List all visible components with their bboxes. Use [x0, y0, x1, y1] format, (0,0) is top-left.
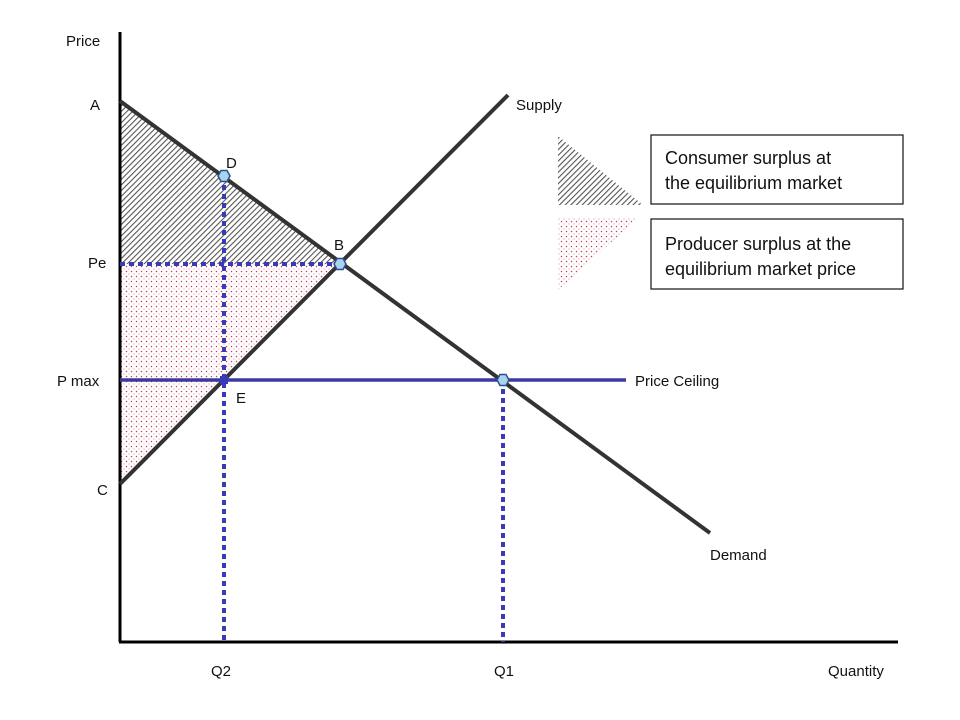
- consumer-surplus-legend-box: [650, 134, 904, 205]
- price-label-a: A: [90, 97, 100, 114]
- price-label-c: C: [97, 482, 108, 499]
- point-b-marker: [333, 257, 347, 271]
- consumer-surplus-swatch: [558, 136, 643, 205]
- supply-curve: [118, 93, 510, 486]
- point-q1-marker: [496, 373, 510, 387]
- x-axis-label: Quantity: [828, 663, 884, 680]
- price-label-pe: Pe: [88, 255, 106, 272]
- consumer-surplus-legend-line1: Consumer surplus at: [665, 148, 831, 168]
- point-e-marker: [220, 376, 228, 384]
- quantity-label-q2: Q2: [211, 663, 231, 680]
- demand-label: Demand: [710, 547, 767, 564]
- y-axis-label: Price: [66, 33, 100, 50]
- quantity-label-q1: Q1: [494, 663, 514, 680]
- consumer-surplus-legend-line2: the equilibrium market: [665, 173, 842, 193]
- legend: Consumer surplus at the equilibrium mark…: [558, 134, 904, 290]
- point-label-d: D: [226, 155, 237, 172]
- point-d-marker: [217, 169, 231, 183]
- demand-curve: [118, 99, 712, 535]
- producer-surplus-legend-line1: Producer surplus at the: [665, 234, 851, 254]
- price-label-pmax: P max: [57, 373, 100, 390]
- producer-surplus-legend-line2: equilibrium market price: [665, 259, 856, 279]
- supply-label: Supply: [516, 97, 562, 114]
- point-label-e: E: [236, 390, 246, 407]
- point-label-b: B: [334, 237, 344, 254]
- producer-surplus-swatch: [558, 218, 638, 290]
- producer-surplus-legend-box: [650, 218, 904, 290]
- price-ceiling-label: Price Ceiling: [635, 373, 719, 390]
